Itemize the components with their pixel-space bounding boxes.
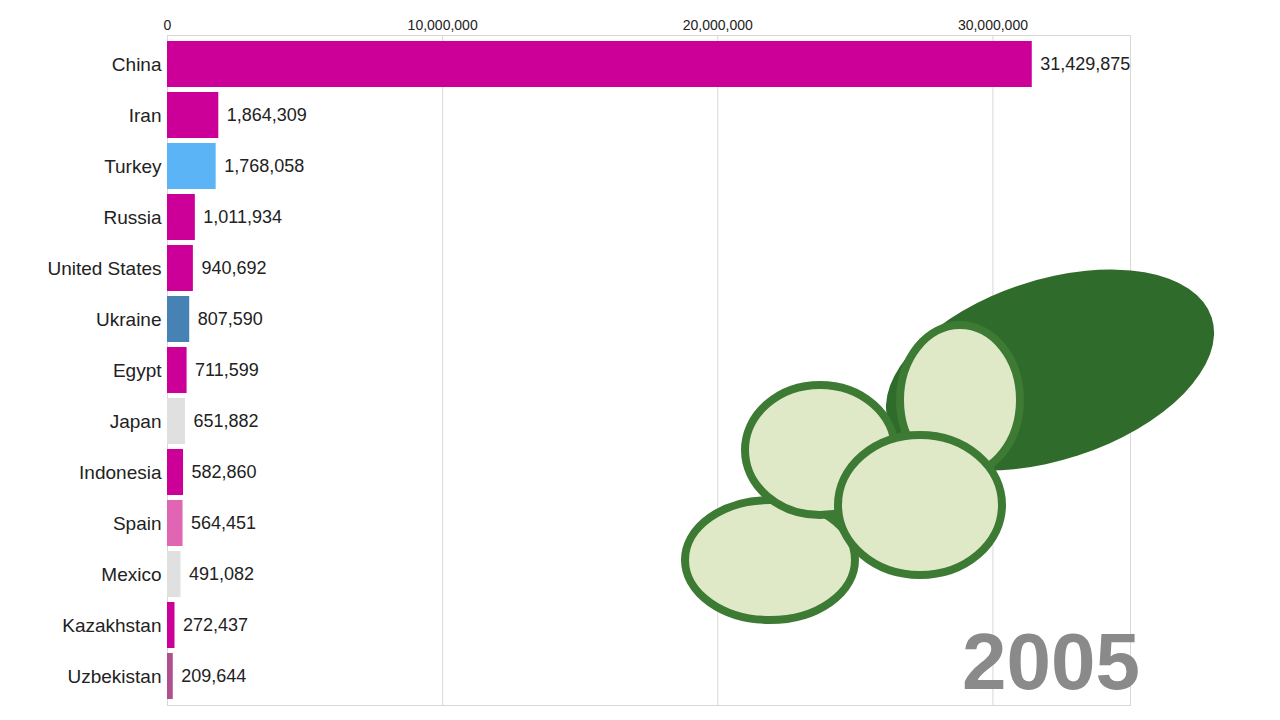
svg-text:Ukraine: Ukraine <box>96 309 161 330</box>
svg-text:31,429,875: 31,429,875 <box>1040 54 1130 74</box>
svg-text:491,082: 491,082 <box>189 564 254 584</box>
svg-text:Spain: Spain <box>113 513 162 534</box>
svg-text:1,864,309: 1,864,309 <box>227 105 307 125</box>
svg-text:Russia: Russia <box>103 207 162 228</box>
svg-text:Turkey: Turkey <box>104 156 162 177</box>
svg-text:Egypt: Egypt <box>113 360 162 381</box>
svg-text:0: 0 <box>164 17 172 33</box>
svg-text:1,011,934: 1,011,934 <box>203 207 282 227</box>
svg-text:Iran: Iran <box>129 105 162 126</box>
html-text:2005: 2005 <box>962 617 1140 706</box>
svg-text:United States: United States <box>47 258 161 279</box>
svg-text:Japan: Japan <box>110 411 162 432</box>
svg-text:209,644: 209,644 <box>181 666 246 686</box>
svg-text:Uzbekistan: Uzbekistan <box>68 666 162 687</box>
svg-text:30,000,000: 30,000,000 <box>958 17 1028 33</box>
svg-text:651,882: 651,882 <box>193 411 258 431</box>
svg-text:582,860: 582,860 <box>192 462 257 482</box>
svg-text:10,000,000: 10,000,000 <box>408 17 478 33</box>
svg-text:Indonesia: Indonesia <box>79 462 162 483</box>
svg-text:564,451: 564,451 <box>191 513 256 533</box>
svg-text:807,590: 807,590 <box>198 309 263 329</box>
svg-text:711,599: 711,599 <box>195 360 259 380</box>
svg-text:272,437: 272,437 <box>183 615 248 635</box>
svg-text:1,768,058: 1,768,058 <box>224 156 304 176</box>
svg-text:940,692: 940,692 <box>201 258 266 278</box>
svg-text:20,000,000: 20,000,000 <box>683 17 753 33</box>
svg-text:Kazakhstan: Kazakhstan <box>62 615 161 636</box>
svg-text:Mexico: Mexico <box>101 564 161 585</box>
svg-text:China: China <box>112 54 162 75</box>
